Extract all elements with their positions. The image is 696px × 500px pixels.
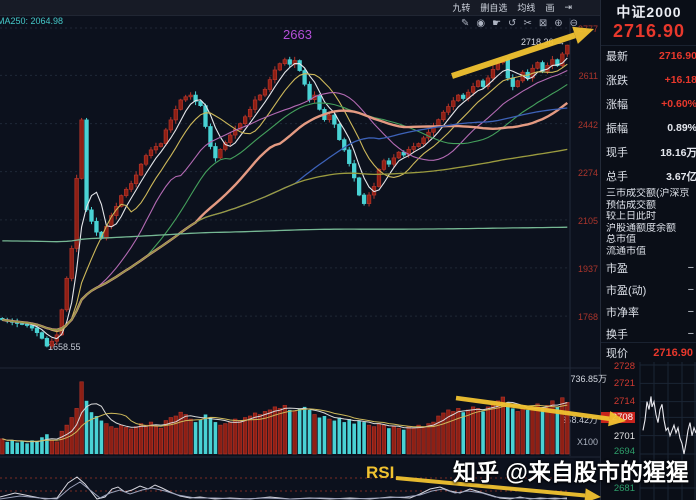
mini-axis-tick: 2694 — [613, 446, 635, 457]
quote-row: 最新 2716.90 — [606, 50, 696, 63]
main-axis-tick: 1768 — [577, 312, 598, 323]
mini-axis-tick: 2714 — [613, 396, 635, 407]
mini-axis-tick: 2701 — [613, 431, 635, 442]
info-row: 总市值 — [606, 234, 636, 245]
main-axis-tick: 2611 — [578, 71, 598, 82]
volume-pane[interactable] — [0, 370, 570, 456]
info-row: 预估成交额 — [606, 199, 656, 211]
mini-axis-tick: 2728 — [613, 361, 635, 372]
scissors-icon[interactable]: ✂ — [523, 18, 532, 29]
zoom-out-icon[interactable]: ⊖ — [569, 18, 578, 29]
ratio-row: 市盈 − — [606, 262, 694, 275]
volume-unit-label: X100 — [576, 437, 598, 447]
menu-nine-turn[interactable]: 九转 — [452, 3, 471, 13]
current-price-label: 现价 — [606, 347, 628, 360]
zoom-in-icon[interactable]: ⊕ — [554, 18, 563, 29]
top-menu-bar: 九转 删自选 均线画 ⇥ — [0, 0, 600, 16]
intraday-mini-chart[interactable] — [640, 362, 696, 500]
quote-row: 现手 18.16万 — [606, 146, 696, 160]
info-row: 流通市值 — [606, 245, 646, 257]
info-row: 较上日此时 — [606, 211, 656, 222]
main-axis-tick: 1937 — [577, 263, 598, 274]
main-axis-tick: 2105 — [577, 215, 598, 226]
main-axis-tick: 2777 — [577, 24, 598, 34]
menu-moving-average[interactable]: 均线 — [517, 3, 536, 13]
main-axis-tick: 2274 — [577, 167, 598, 178]
mini-axis-tick: 2721 — [613, 378, 635, 389]
rsi-pane[interactable] — [0, 458, 570, 500]
quote-row: 涨幅 +0.60% — [606, 98, 696, 111]
low-price-label: 1658.55 — [48, 342, 81, 352]
menu-jump[interactable]: ⇥ — [564, 2, 572, 12]
ratio-row: 换手 − — [606, 328, 694, 341]
chart-toolbar: ✎ ◉ ☛ ↺ ✂ ⊠ ⊕ ⊖ — [461, 19, 578, 29]
quote-rows: 最新 2716.90 涨跌 +16.18 涨幅 +0.60% 振幅 0.89% 现手 18.16万… — [601, 44, 696, 345]
menu-draw[interactable]: 画 — [545, 3, 555, 13]
hand-pan-icon[interactable]: ☛ — [492, 18, 502, 29]
lock-icon[interactable]: ⊠ — [538, 18, 548, 29]
ratio-row: 市盈(动) − — [606, 284, 694, 297]
menu-remove-watchlist[interactable]: 删自选 — [480, 3, 508, 13]
quote-row: 振幅 0.89% — [606, 122, 696, 135]
mini-axis-tick: 2708 — [601, 412, 635, 423]
index-last-price: 2716.90 — [601, 21, 696, 46]
peak-price-label: 2663 — [283, 27, 312, 42]
ratio-row: 市净率 − — [606, 306, 694, 319]
pencil-icon[interactable]: ✎ — [460, 18, 470, 29]
info-row: 沪股通额度余额 — [606, 222, 676, 234]
main-candlestick-chart[interactable] — [0, 18, 570, 368]
current-price-row: 现价 2716.90 — [601, 342, 696, 362]
eye-icon[interactable]: ◉ — [476, 18, 486, 29]
info-row: 三市成交额(沪深京 — [606, 188, 690, 199]
ma250-readout: MA250: 2064.98 — [0, 16, 64, 26]
quote-row: 涨跌 +16.18 — [606, 74, 696, 87]
volume-scale-top: 736.85万 — [570, 374, 607, 384]
mini-axis-tick: 2681 — [613, 483, 635, 494]
index-title: 中证2000 — [616, 4, 682, 20]
current-price-value: 2716.90 — [653, 346, 693, 359]
main-axis-tick: 2442 — [577, 119, 598, 130]
undo-icon[interactable]: ↺ — [508, 18, 517, 29]
quote-row: 总手 3.67亿 — [606, 170, 696, 184]
